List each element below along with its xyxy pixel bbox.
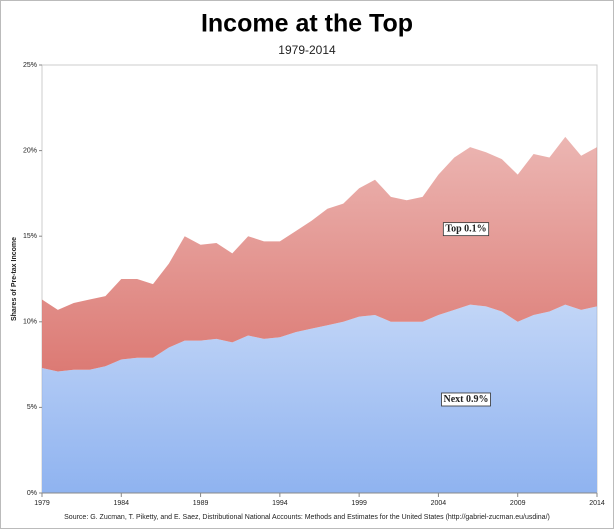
x-tick-label: 1994 (272, 500, 288, 507)
chart-subtitle: 1979-2014 (278, 43, 336, 57)
source-note: Source: G. Zucman, T. Piketty, and E. Sa… (64, 514, 550, 521)
x-tick-label: 1979 (34, 500, 50, 507)
y-tick-label: 20% (23, 147, 37, 154)
y-tick-label: 15% (23, 233, 37, 240)
chart-title: Income at the Top (201, 10, 413, 38)
y-tick-label: 0% (27, 490, 37, 497)
area (42, 136, 597, 372)
y-tick-label: 5% (27, 404, 37, 411)
x-tick-label: 1989 (193, 500, 209, 507)
x-tick-label: 1984 (113, 500, 129, 507)
x-tick-label: 1999 (351, 500, 367, 507)
y-tick-label: 10% (23, 319, 37, 326)
area (42, 304, 597, 493)
series-label: Top 0.1% (445, 224, 486, 235)
x-tick-label: 2004 (431, 500, 447, 507)
label-box (442, 222, 490, 237)
x-tick-label: 2009 (510, 500, 526, 507)
y-axis-label: Shares of Pre-tax Income (11, 237, 18, 321)
series-label: Next 0.9% (444, 394, 489, 405)
x-tick-label: 2014 (589, 500, 605, 507)
label-box (441, 392, 491, 407)
y-tick-label: 25% (23, 62, 37, 69)
